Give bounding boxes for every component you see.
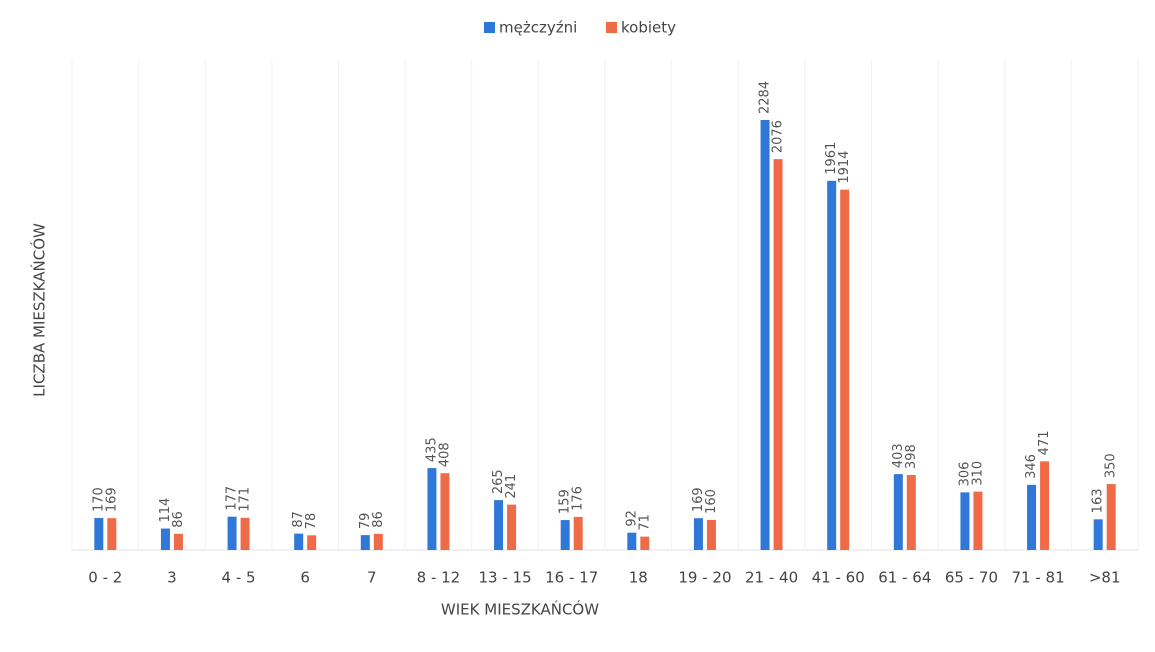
x-tick-label: 8 - 12: [417, 569, 461, 587]
x-tick-label: 41 - 60: [812, 569, 865, 587]
value-label: 2076: [771, 120, 786, 153]
value-label: 176: [571, 486, 586, 511]
bar: [693, 518, 703, 550]
x-tick-label: 71 - 81: [1012, 569, 1065, 587]
value-label: 310: [970, 461, 985, 486]
value-label: 159: [558, 489, 573, 514]
bar: [494, 500, 504, 550]
bar: [507, 504, 517, 550]
bar: [373, 533, 383, 550]
legend-label: kobiety: [621, 19, 676, 37]
x-tick-label: 61 - 64: [878, 569, 931, 587]
value-label: 86: [371, 511, 386, 528]
bar: [294, 533, 304, 550]
value-label: 403: [891, 443, 906, 468]
bar: [240, 517, 250, 550]
value-label: 241: [504, 474, 519, 499]
value-label: 163: [1091, 488, 1106, 513]
value-label: 306: [957, 462, 972, 487]
bar: [227, 516, 237, 550]
value-label: 346: [1024, 454, 1039, 479]
bar: [1093, 519, 1103, 550]
value-label: 350: [1104, 453, 1119, 478]
x-tick-label: 65 - 70: [945, 569, 998, 587]
value-label: 177: [225, 486, 240, 511]
value-label: 78: [304, 513, 319, 530]
value-label: 169: [104, 487, 119, 512]
legend-swatch: [484, 22, 495, 33]
value-label: 114: [158, 498, 173, 523]
bar: [1106, 484, 1116, 550]
bar: [906, 475, 916, 550]
value-label: 435: [424, 437, 439, 462]
x-tick-label: 6: [300, 569, 310, 587]
value-label: 160: [704, 489, 719, 514]
x-tick-label: 4 - 5: [222, 569, 256, 587]
value-label: 408: [437, 442, 452, 467]
bar: [973, 491, 983, 550]
bar: [107, 518, 117, 550]
bar: [560, 520, 570, 550]
bar: [94, 517, 104, 550]
x-tick-label: 19 - 20: [678, 569, 731, 587]
legend-label: mężczyźni: [499, 19, 577, 37]
value-label: 2284: [758, 81, 773, 114]
legend-swatch: [606, 22, 617, 33]
bar: [1040, 461, 1050, 550]
x-tick-label: 18: [629, 569, 648, 587]
bar: [573, 516, 583, 550]
value-label: 171: [238, 487, 253, 512]
x-tick-label: 0 - 2: [88, 569, 122, 587]
bar: [440, 473, 450, 550]
bar: [840, 189, 850, 550]
x-axis-title: WIEK MIESZKAŃCÓW: [441, 600, 599, 619]
value-label: 398: [904, 444, 919, 469]
x-tick-label: 3: [167, 569, 177, 587]
x-tick-label: 16 - 17: [545, 569, 598, 587]
bar: [160, 528, 170, 550]
x-tick-label: 21 - 40: [745, 569, 798, 587]
x-tick-label: >81: [1089, 569, 1121, 587]
bar: [307, 535, 317, 550]
value-label: 1961: [824, 142, 839, 175]
value-label: 170: [91, 487, 106, 512]
bar: [773, 159, 783, 550]
value-label: 71: [637, 514, 652, 531]
bar: [1027, 484, 1037, 550]
x-tick-label: 7: [367, 569, 377, 587]
value-label: 265: [491, 469, 506, 494]
bar: [627, 532, 637, 550]
x-tick-label: 13 - 15: [479, 569, 532, 587]
value-label: 169: [691, 487, 706, 512]
bar: [960, 492, 970, 550]
bar: [893, 474, 903, 550]
bar: [760, 120, 770, 550]
bar: [173, 533, 183, 550]
y-axis-title: LICZBA MIESZKAŃCÓW: [30, 223, 49, 397]
bar: [427, 468, 437, 550]
value-label: 87: [291, 511, 306, 528]
value-label: 86: [171, 511, 186, 528]
value-label: 92: [624, 510, 639, 527]
value-label: 1914: [837, 151, 852, 184]
bar: [640, 536, 650, 550]
value-label: 471: [1037, 430, 1052, 455]
bar: [827, 180, 837, 550]
bar: [706, 519, 716, 550]
bar: [360, 535, 370, 550]
value-label: 79: [358, 513, 373, 530]
